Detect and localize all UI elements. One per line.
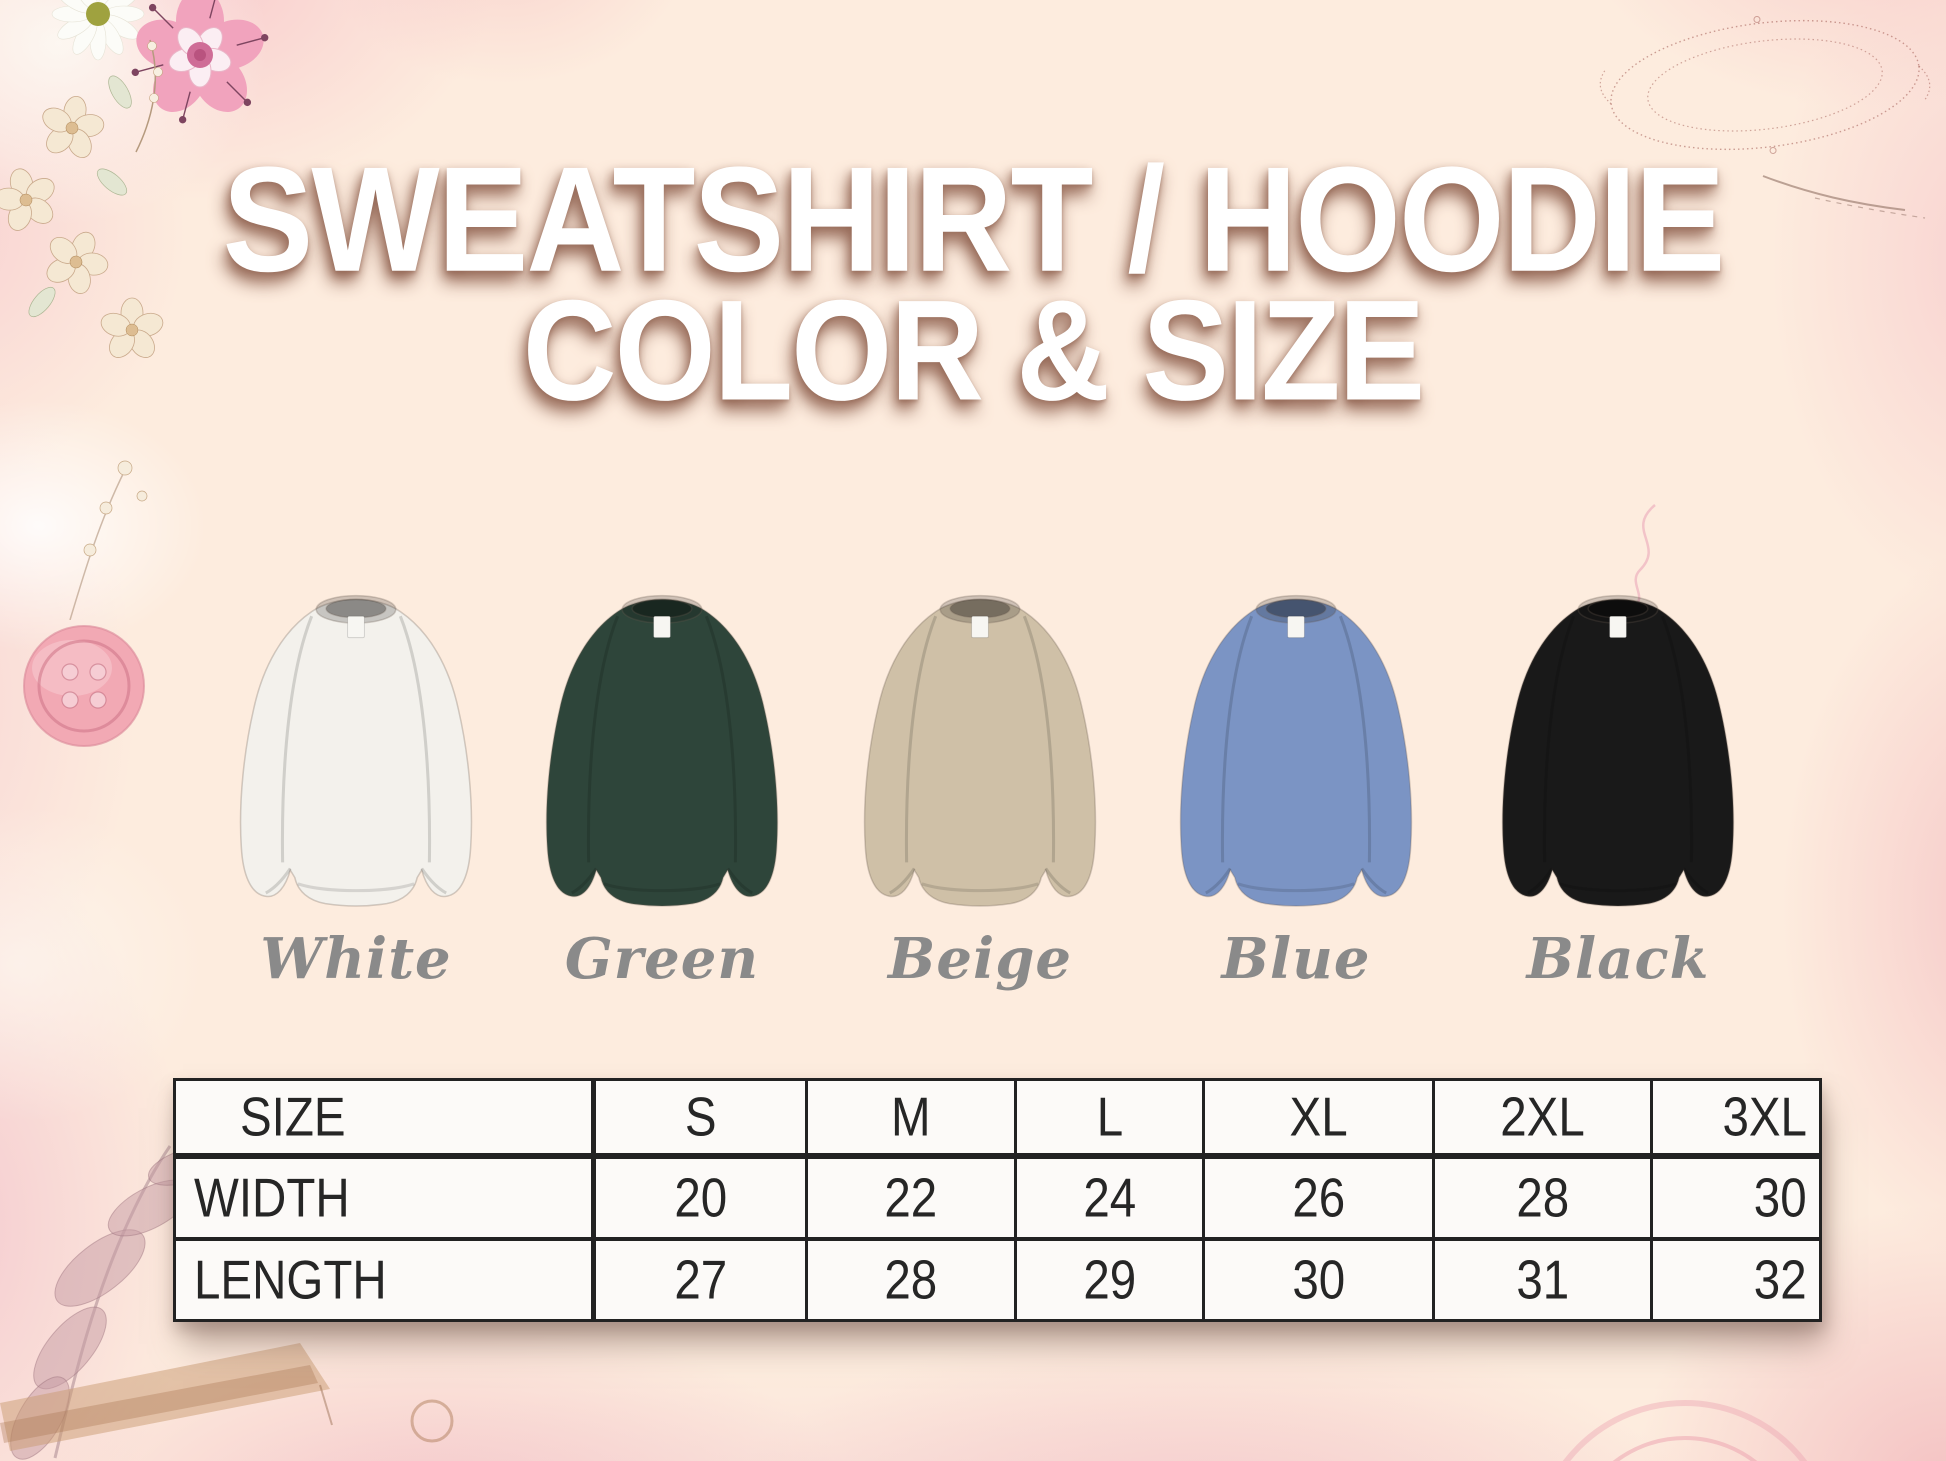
width-value-xl: 26 <box>1202 1154 1435 1241</box>
size-col-m: M <box>805 1078 1017 1159</box>
width-value-s: 20 <box>592 1154 808 1241</box>
sweatshirt-image <box>545 594 779 908</box>
width-label-cell: WIDTH <box>173 1154 596 1241</box>
pink-scribble-icon <box>1634 504 1656 606</box>
size-header-label: SIZE <box>240 1086 346 1148</box>
size-col-l: L <box>1014 1078 1205 1159</box>
length-value-s: 27 <box>592 1237 808 1322</box>
sweatshirt-image <box>1179 594 1413 908</box>
length-value-3xl: 32 <box>1650 1237 1822 1322</box>
length-label-cell: LENGTH <box>173 1237 596 1322</box>
pink-blossom-icon <box>131 0 269 124</box>
sweatshirt-black: Black <box>1488 578 1748 992</box>
title-line2: COLOR & SIZE <box>522 270 1425 431</box>
length-value-m: 28 <box>805 1237 1017 1322</box>
flower-cluster-icon <box>0 0 269 358</box>
sweatshirt-image <box>239 594 473 908</box>
width-row: WIDTH 20 22 24 26 28 30 <box>173 1154 1822 1241</box>
size-table-header-row: SIZE S M L XL 2XL 3XL <box>173 1078 1822 1159</box>
color-label: White <box>260 926 452 992</box>
flower-sprig-icon <box>69 460 148 620</box>
color-label: Green <box>564 926 760 992</box>
sweatshirt-white: White <box>226 578 486 992</box>
pink-arcs-icon <box>1562 1400 1808 1461</box>
size-table: SIZE S M L XL 2XL 3XL WIDTH 20 22 24 26 … <box>173 1078 1822 1322</box>
width-value-3xl: 30 <box>1650 1154 1822 1241</box>
color-label: Beige <box>887 926 1073 992</box>
size-col-2xl: 2XL <box>1432 1078 1653 1159</box>
length-value-xl: 30 <box>1202 1237 1435 1322</box>
needle-thread-sketch-icon <box>1762 175 1926 219</box>
color-label: Blue <box>1221 926 1371 992</box>
daisy-icon <box>51 0 145 61</box>
size-col-xl: XL <box>1202 1078 1435 1159</box>
color-label: Black <box>1526 926 1710 992</box>
width-value-l: 24 <box>1014 1154 1205 1241</box>
sweatshirt-green: Green <box>532 578 792 992</box>
sweatshirt-beige: Beige <box>850 578 1110 992</box>
page-title: SWEATSHIRT / HOODIE COLOR & SIZE <box>0 135 1946 431</box>
sweatshirt-image <box>1501 594 1735 908</box>
length-value-2xl: 31 <box>1432 1237 1653 1322</box>
size-col-s: S <box>592 1078 808 1159</box>
length-value-l: 29 <box>1014 1237 1205 1322</box>
pink-button-icon <box>23 625 145 747</box>
title-line1: SWEATSHIRT / HOODIE <box>222 135 1726 303</box>
width-value-m: 22 <box>805 1154 1017 1241</box>
sweatshirt-image <box>863 594 1097 908</box>
size-col-3xl: 3XL <box>1650 1078 1822 1159</box>
width-value-2xl: 28 <box>1432 1154 1653 1241</box>
length-row: LENGTH 27 28 29 30 31 32 <box>173 1237 1822 1322</box>
oval-frame-sketch-icon <box>1599 15 1931 155</box>
cream-flowers-icon <box>0 39 164 358</box>
wood-table-sketch-icon <box>0 1343 454 1451</box>
sweatshirt-blue: Blue <box>1166 578 1426 992</box>
size-header-cell: SIZE <box>173 1078 596 1159</box>
